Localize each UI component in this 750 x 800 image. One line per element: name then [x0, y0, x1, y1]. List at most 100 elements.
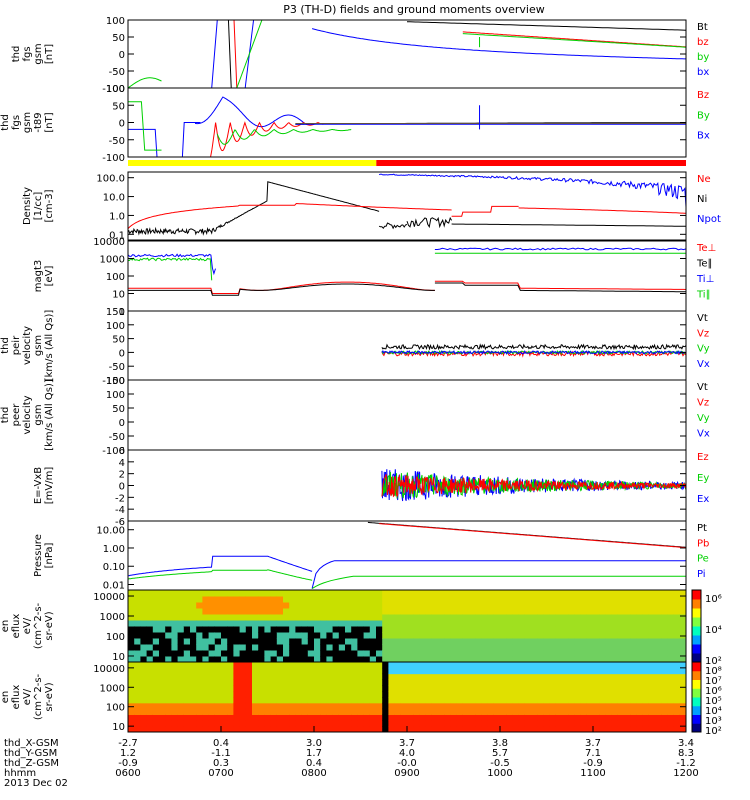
spectrogram-cell [128, 608, 135, 615]
spectrogram-cell [146, 720, 154, 727]
npot-line [378, 173, 686, 208]
spectrogram-cell [562, 644, 569, 651]
spectrogram-cell [617, 720, 625, 727]
spectrogram-cell [487, 691, 495, 698]
spectrogram-cell [376, 644, 383, 651]
spectrogram-cell [140, 685, 148, 692]
spectrogram-cell [190, 638, 197, 645]
spectrogram-cell [227, 590, 234, 597]
spectrogram-cell [431, 702, 439, 710]
spectrogram-cell [276, 644, 284, 651]
spectrogram-cell [500, 691, 507, 698]
spectrogram-cell [388, 662, 396, 669]
legend-Bz: Bz [697, 90, 709, 101]
spectrogram-cell [152, 626, 160, 633]
ylabel-line: thd [0, 407, 11, 424]
spectrogram-cell [363, 673, 371, 680]
spectrogram-cell [183, 726, 191, 732]
spectrogram-cell [171, 726, 179, 732]
spectrogram-cell [233, 708, 241, 715]
spectrogram-cell [475, 602, 482, 609]
legend-Vt: Vt [697, 313, 708, 324]
spectrogram-cell [475, 708, 482, 715]
spectrogram-cell [642, 697, 650, 704]
spectrogram-cell [128, 697, 135, 704]
y-tick-label: 4 [119, 458, 125, 469]
spectrogram-cell [146, 590, 154, 597]
spectrogram-cell [593, 632, 600, 639]
spectrogram-cell [624, 626, 631, 633]
spectrogram-cell [388, 602, 396, 609]
spectrogram-cell [289, 697, 296, 704]
spectrogram-cell [593, 650, 600, 657]
spectrogram-cell [283, 644, 290, 651]
spectrogram-cell [617, 685, 625, 692]
spectrogram-cell [264, 702, 272, 710]
spectrogram-cell [363, 708, 371, 715]
spectrogram-cell [221, 626, 228, 633]
spectrogram-cell [425, 614, 433, 621]
spectrogram-cell [586, 596, 594, 603]
spectrogram-cell [326, 644, 334, 651]
spectrogram-cell [326, 685, 334, 692]
spectrogram-cell [363, 614, 371, 621]
spectrogram-cell [636, 685, 644, 692]
spectrogram-cell [134, 673, 141, 680]
spectrogram-cell [332, 685, 340, 692]
spectrogram-cell [593, 644, 600, 651]
spectrogram-cell [314, 702, 321, 710]
spectrogram-cell [307, 697, 315, 704]
spectrogram-cell [661, 608, 668, 615]
spectrogram-cell [611, 673, 619, 680]
spectrogram-cell [289, 673, 296, 680]
spectrogram-cell [134, 620, 141, 627]
ylabel-line: [eV] [44, 266, 55, 287]
spectrogram-cell [469, 720, 476, 727]
spectrogram-cell [227, 702, 234, 710]
spectrogram-cell [345, 632, 352, 639]
spectrogram-cell [506, 685, 513, 692]
spectrogram-cell [593, 656, 600, 662]
spectrogram-cell [655, 720, 662, 727]
spectrogram-cell [524, 714, 532, 721]
spectrogram-cell [227, 691, 234, 698]
spectrogram-cell [506, 656, 513, 662]
spectrogram-cell [456, 685, 464, 692]
spectrogram-cell [283, 697, 290, 704]
spectrogram-cell [258, 638, 265, 645]
spectrogram-cell [512, 667, 520, 675]
spectrogram-cell [586, 602, 594, 609]
spectrogram-cell [543, 590, 551, 597]
legend-Te⊥: Te⊥ [696, 243, 716, 254]
spectrogram-cell [264, 726, 272, 732]
spectrogram-cell [524, 726, 532, 732]
spectrogram-cell [227, 720, 234, 727]
ylabel-line: [km/s (All Qs)] [44, 379, 55, 451]
spectrogram-cell [456, 714, 464, 721]
spectrogram-cell [586, 590, 594, 597]
spectrogram-cell [425, 726, 433, 732]
spectrogram-cell [183, 644, 191, 651]
spectrogram-cell [276, 691, 284, 698]
spectrogram-cell [456, 726, 464, 732]
spectrogram-cell [531, 714, 538, 721]
spectrogram-cell [400, 614, 408, 621]
spectrogram-cell [400, 697, 408, 704]
spectrogram-cell [462, 667, 470, 675]
spectrogram-cell [400, 626, 408, 633]
spectrogram-cell [264, 620, 272, 627]
spectrogram-cell [357, 614, 365, 621]
spectrogram-cell [382, 720, 389, 727]
spectrogram-cell [233, 685, 241, 692]
spectrogram-cell [214, 626, 222, 633]
spectrogram-cell [140, 638, 148, 645]
spectrogram-cell [673, 673, 681, 680]
spectrogram-cell [363, 626, 371, 633]
spectrogram-cell [363, 590, 371, 597]
spectrogram-cell [655, 697, 662, 704]
spectrogram-cell [388, 702, 396, 710]
spectrogram-cell [283, 673, 290, 680]
spectrogram-cell [438, 656, 445, 662]
